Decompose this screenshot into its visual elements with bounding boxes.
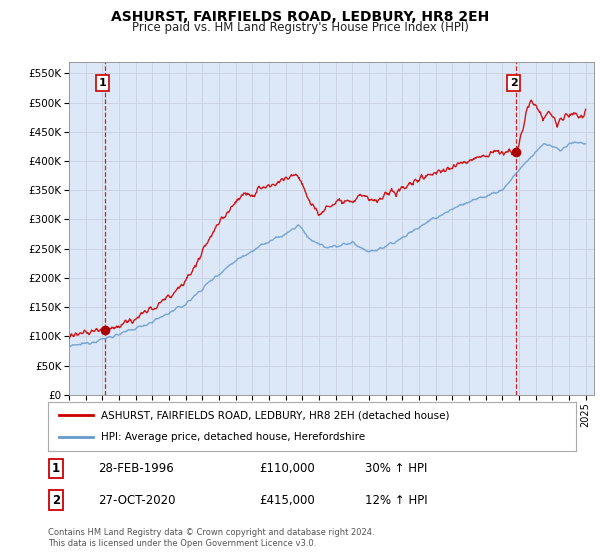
Text: 1: 1	[99, 78, 107, 88]
Text: 27-OCT-2020: 27-OCT-2020	[98, 493, 176, 507]
Text: 2: 2	[52, 493, 60, 507]
Text: HPI: Average price, detached house, Herefordshire: HPI: Average price, detached house, Here…	[101, 432, 365, 442]
Text: 12% ↑ HPI: 12% ↑ HPI	[365, 493, 427, 507]
Text: ASHURST, FAIRFIELDS ROAD, LEDBURY, HR8 2EH (detached house): ASHURST, FAIRFIELDS ROAD, LEDBURY, HR8 2…	[101, 410, 449, 421]
Text: 28-FEB-1996: 28-FEB-1996	[98, 462, 174, 475]
Text: Price paid vs. HM Land Registry's House Price Index (HPI): Price paid vs. HM Land Registry's House …	[131, 21, 469, 34]
Text: ASHURST, FAIRFIELDS ROAD, LEDBURY, HR8 2EH: ASHURST, FAIRFIELDS ROAD, LEDBURY, HR8 2…	[111, 10, 489, 24]
Text: Contains HM Land Registry data © Crown copyright and database right 2024.
This d: Contains HM Land Registry data © Crown c…	[48, 528, 374, 548]
Text: £415,000: £415,000	[259, 493, 315, 507]
Text: 1: 1	[52, 462, 60, 475]
Text: £110,000: £110,000	[259, 462, 315, 475]
Text: 2: 2	[510, 78, 518, 88]
Text: 30% ↑ HPI: 30% ↑ HPI	[365, 462, 427, 475]
